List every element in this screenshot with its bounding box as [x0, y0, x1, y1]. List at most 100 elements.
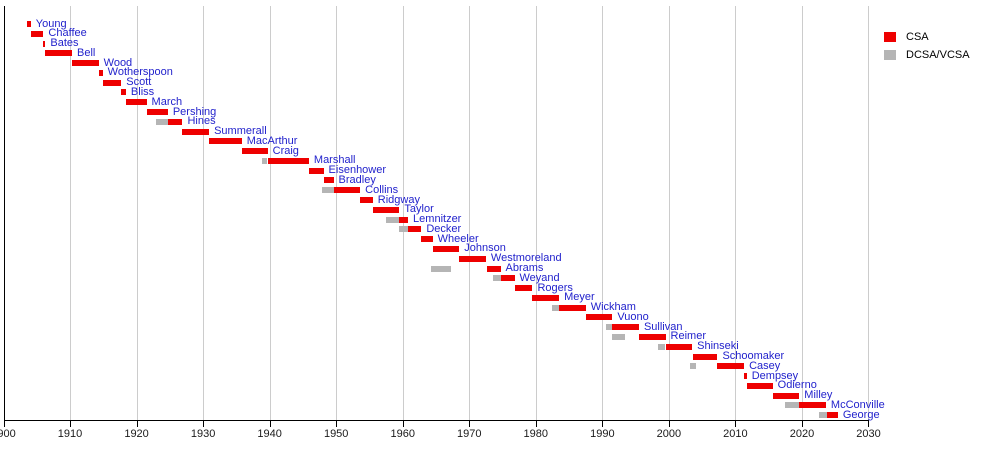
person-label-decker: Decker: [426, 222, 462, 235]
person-label-eisenhower: Eisenhower: [328, 164, 387, 177]
gridline-1940: [269, 6, 271, 420]
gridline-1980: [535, 6, 537, 420]
csa-bar-eisenhower: [308, 167, 324, 174]
csa-bar-milley: [772, 392, 800, 399]
vcsa-bar-reimer: [612, 333, 625, 340]
dcsa-vcsa-swatch-icon: [884, 49, 896, 60]
axis-tick-label-1970: 1970: [457, 428, 482, 440]
csa-bar-sullivan: [612, 324, 639, 331]
gridline-1970: [469, 6, 471, 420]
legend-label-dcsa: DCSA/VCSA: [906, 48, 970, 61]
axis-tick-1910: [70, 421, 72, 427]
csa-bar-pershing: [146, 109, 168, 116]
axis-tick-1960: [402, 421, 404, 427]
csa-bar-chaffee: [30, 30, 44, 37]
csa-bar-ridgway: [360, 197, 373, 204]
person-label-johnson: Johnson: [464, 242, 506, 255]
y-axis-line: [3, 6, 5, 420]
csa-bar-westmoreland: [459, 255, 486, 262]
csa-bar-macarthur: [209, 138, 242, 145]
csa-bar-abrams: [487, 265, 501, 272]
gridline-1930: [203, 6, 205, 420]
axis-tick-label-1900: 1900: [0, 428, 16, 440]
person-label-abrams: Abrams: [505, 262, 544, 274]
person-label-young: Young: [35, 17, 67, 30]
axis-tick-1940: [269, 421, 271, 427]
person-label-george: George: [842, 408, 880, 421]
gridline-1950: [336, 6, 338, 420]
person-label-schoomaker: Schoomaker: [722, 350, 785, 363]
person-label-craig: Craig: [272, 144, 299, 157]
axis-tick-label-1910: 1910: [57, 428, 83, 440]
csa-bar-bell: [45, 50, 73, 57]
csa-bar-bradley: [323, 177, 334, 184]
csa-bar-casey: [717, 363, 745, 370]
csa-bar-decker: [408, 226, 422, 233]
csa-bar-dempsey: [744, 373, 747, 380]
csa-bar-craig: [241, 148, 268, 155]
legend-label-csa: CSA: [906, 30, 929, 43]
csa-bar-odierno: [746, 382, 773, 389]
csa-bar-hines: [167, 118, 183, 125]
csa-bar-weyand: [501, 275, 515, 282]
vcsa-bar-lemnitzer: [386, 216, 400, 223]
csa-bar-shinseki: [665, 343, 693, 350]
person-label-chaffee: Chaffee: [48, 27, 87, 40]
person-label-marshall: Marshall: [313, 154, 356, 167]
csa-bar-wheeler: [421, 236, 433, 243]
axis-tick-1980: [535, 421, 537, 427]
vcsa-bar-george: [819, 412, 827, 419]
person-label-lemnitzer: Lemnitzer: [413, 213, 462, 226]
csa-bar-schoomaker: [692, 353, 718, 360]
csa-bar-lemnitzer: [399, 216, 409, 223]
axis-tick-label-1920: 1920: [124, 428, 149, 440]
csa-bar-young: [27, 21, 31, 27]
csa-bar-reimer: [638, 333, 666, 340]
axis-tick-label-2010: 2010: [723, 428, 748, 440]
csa-bar-taylor: [372, 206, 400, 213]
csa-swatch-icon: [884, 31, 896, 42]
person-label-wickham: Wickham: [590, 301, 636, 314]
gridline-1960: [402, 6, 404, 420]
person-label-ridgway: Ridgway: [377, 193, 420, 206]
person-label-sullivan: Sullivan: [643, 320, 683, 333]
csa-bar-wood: [72, 60, 99, 67]
vcsa-bar-collins: [322, 187, 334, 194]
person-label-pershing: Pershing: [172, 105, 217, 118]
axis-tick-label-1960: 1960: [390, 428, 415, 440]
person-label-macarthur: MacArthur: [246, 134, 298, 147]
vcsa-bar-hines: [155, 118, 168, 125]
person-label-summerall: Summerall: [214, 125, 267, 138]
legend-row-dcsa: DCSA/VCSA: [884, 48, 970, 61]
gridline-1920: [136, 6, 138, 420]
axis-tick-1930: [203, 421, 205, 427]
axis-tick-label-2020: 2020: [789, 428, 815, 440]
axis-tick-label-1930: 1930: [190, 428, 216, 440]
gridline-2010: [735, 6, 737, 420]
person-label-taylor: Taylor: [404, 203, 434, 216]
csa-bar-collins: [333, 187, 361, 194]
person-label-shinseki: Shinseki: [697, 340, 739, 353]
person-label-bates: Bates: [50, 37, 79, 50]
csa-bar-meyer: [532, 294, 560, 301]
vcsa-bar-wickham: [552, 304, 560, 311]
person-label-wotherspoon: Wotherspoon: [107, 66, 173, 79]
csa-bar-vuono: [585, 314, 613, 321]
person-label-scott: Scott: [126, 76, 152, 89]
csa-bar-scott: [102, 79, 122, 86]
vcsa-bar-shinseki: [658, 343, 665, 350]
vcsa-bar-sullivan: [605, 324, 613, 331]
csa-bar-summerall: [182, 128, 210, 135]
person-label-mcconville: McConville: [830, 398, 885, 411]
axis-tick-1920: [136, 421, 138, 427]
axis-tick-label-1940: 1940: [257, 428, 282, 440]
legend: CSA DCSA/VCSA: [884, 31, 970, 67]
person-label-dempsey: Dempsey: [751, 369, 799, 382]
person-label-reimer: Reimer: [670, 330, 706, 343]
csa-bar-rogers: [514, 285, 533, 292]
person-label-wood: Wood: [103, 56, 133, 69]
csa-bar-bates: [43, 40, 46, 47]
vcsa-bar-mcconville: [785, 402, 800, 409]
axis-tick-2020: [801, 421, 803, 427]
